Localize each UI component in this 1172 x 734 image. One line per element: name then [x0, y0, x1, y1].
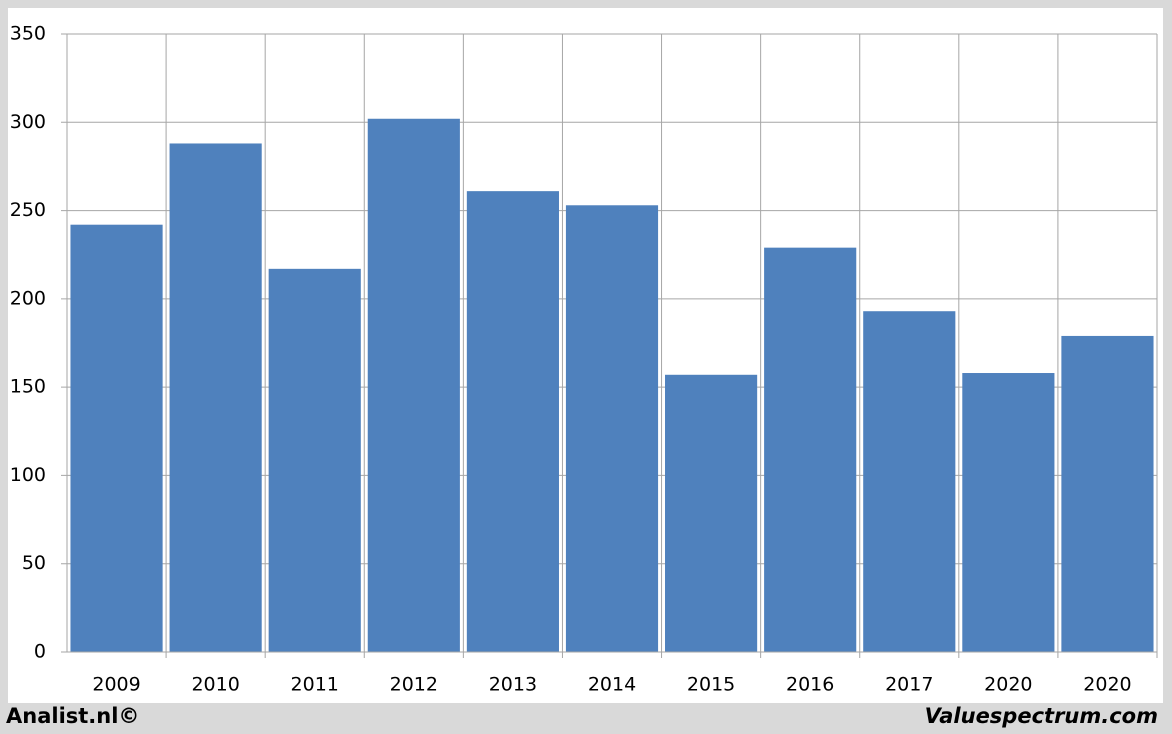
- x-tick-label: 2010: [191, 674, 239, 696]
- bar: [565, 205, 659, 652]
- y-tick-label: 300: [10, 111, 46, 133]
- y-tick-label: 350: [10, 23, 46, 45]
- x-tick-label: 2017: [885, 674, 933, 696]
- footer-left: Analist.nl©: [6, 704, 139, 728]
- y-tick-label: 200: [10, 287, 46, 309]
- x-tick-label: 2009: [92, 674, 140, 696]
- x-tick-label: 2012: [390, 674, 438, 696]
- x-tick-label: 2013: [489, 674, 537, 696]
- bar: [665, 374, 758, 652]
- bar: [863, 311, 956, 652]
- y-tick-label: 0: [34, 641, 46, 663]
- x-tick-label: 2016: [786, 674, 834, 696]
- y-tick-label: 100: [10, 464, 46, 486]
- bar: [70, 224, 163, 652]
- y-tick-label: 50: [22, 552, 46, 574]
- bar: [1061, 335, 1154, 652]
- bar: [466, 191, 559, 653]
- bar: [962, 373, 1055, 652]
- bar: [367, 118, 460, 653]
- x-tick-label: 2020: [984, 674, 1032, 696]
- bar: [764, 247, 857, 652]
- x-tick-label: 2011: [291, 674, 339, 696]
- footer-right: Valuespectrum.com: [925, 704, 1158, 728]
- y-tick-label: 150: [10, 376, 46, 398]
- bar: [268, 268, 361, 652]
- x-tick-label: 2014: [588, 674, 636, 696]
- y-tick-label: 250: [10, 199, 46, 221]
- x-tick-label: 2020: [1083, 674, 1131, 696]
- bar: [169, 143, 262, 652]
- x-tick-label: 2015: [687, 674, 735, 696]
